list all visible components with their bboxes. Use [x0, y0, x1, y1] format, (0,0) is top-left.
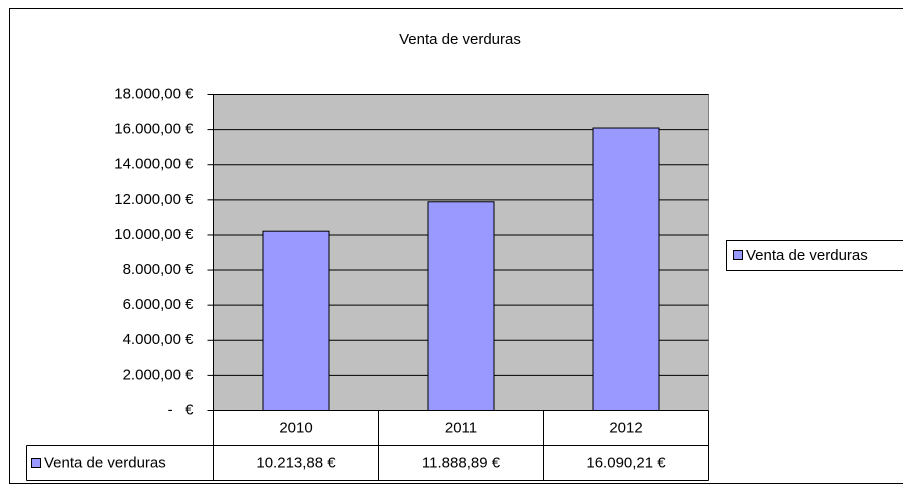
legend-key [733, 250, 743, 260]
y-tick-label: 14.000,00 € [114, 156, 194, 173]
y-tick-label: 12.000,00 € [114, 191, 194, 208]
bar [262, 230, 330, 411]
y-tick-label: 10.000,00 € [114, 226, 194, 243]
y-tick-label: 8.000,00 € [123, 261, 195, 278]
y-tick-label: 16.000,00 € [114, 121, 194, 138]
table-series-name: Venta de verduras [44, 454, 166, 471]
y-tick-label: 6.000,00 € [123, 296, 195, 313]
y-tick-label: 4.000,00 € [123, 331, 195, 348]
y-tick-label: 18.000,00 € [114, 85, 194, 102]
legend-label: Venta de verduras [746, 247, 868, 264]
table-value: 10.213,88 € [256, 454, 336, 471]
legend-box [726, 240, 903, 271]
x-tick-label: 2011 [445, 419, 477, 436]
bar [427, 201, 495, 411]
bar [592, 127, 660, 411]
y-tick-label: 2.000,00 € [123, 366, 195, 383]
table-value: 16.090,21 € [586, 454, 666, 471]
chart-title: Venta de verduras [399, 31, 521, 48]
x-tick-label: 2010 [279, 419, 312, 436]
table-value: 11.888,89 € [422, 454, 501, 471]
y-tick-label: - € [168, 401, 194, 418]
x-tick-label: 2012 [609, 419, 642, 436]
legend-key [31, 458, 41, 468]
